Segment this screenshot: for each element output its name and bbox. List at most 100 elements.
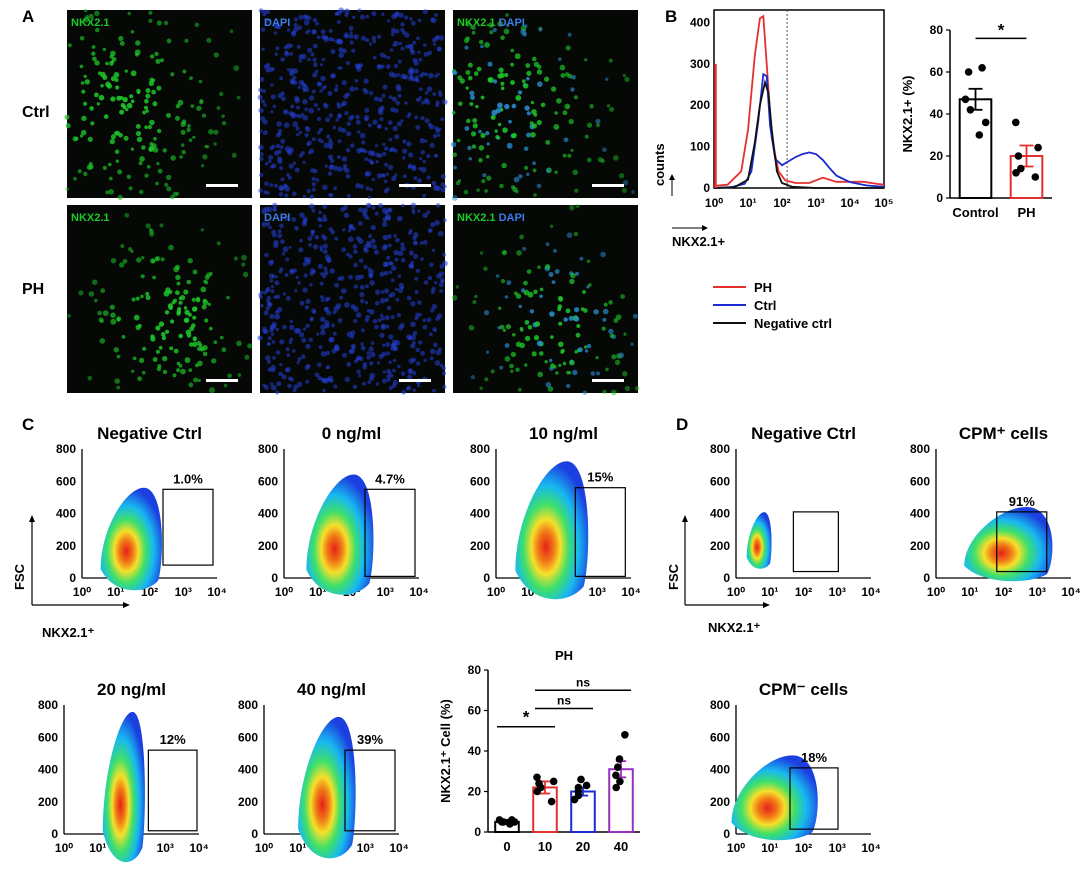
y-tick-label: 200: [238, 795, 258, 809]
flow-plot-title: Negative Ctrl: [97, 424, 202, 443]
channel-label: DAPI: [264, 17, 290, 29]
x-tick-label: 10⁰: [927, 585, 945, 599]
flow-plot-title: 10 ng/ml: [529, 424, 598, 443]
x-tick-label: 10⁴: [189, 841, 208, 855]
series-line: [713, 14, 885, 187]
y-tick-label: 100: [690, 140, 710, 154]
gate-box: [996, 511, 1048, 573]
panel-label-c: C: [22, 415, 34, 434]
y-tick-label: 600: [56, 474, 76, 488]
flow-plot-title: CPM⁻ cells: [759, 680, 848, 699]
x-tick-label: 10³: [357, 841, 374, 855]
y-tick-label: 0: [936, 191, 943, 205]
y-tick-label: 60: [930, 65, 944, 79]
y-tick-label: 600: [910, 474, 930, 488]
data-point: [612, 783, 620, 792]
micrograph-tile: NKX2.1 DAPI: [450, 10, 638, 201]
x-tick-label: 10: [538, 839, 552, 854]
x-tick-label: 10³: [829, 841, 846, 855]
y-tick-label: 600: [38, 730, 58, 744]
density-cloud: [746, 512, 772, 569]
x-tick-label: 10¹: [289, 841, 306, 855]
legend-label: Negative ctrl: [754, 316, 832, 331]
data-point: [975, 131, 984, 139]
data-point: [966, 106, 975, 114]
data-point: [535, 779, 543, 788]
x-tick-label: 10³: [1029, 585, 1046, 599]
x-tick-label: 10¹: [761, 585, 778, 599]
y-tick-label: 600: [710, 474, 730, 488]
channel-label: NKX2.1 DAPI: [457, 212, 525, 224]
x-tick-label: 10³: [157, 841, 174, 855]
arrow-head-icon: [763, 602, 770, 608]
y-tick-label: 300: [690, 57, 710, 71]
micrograph-tile: NKX2.1 DAPI: [451, 204, 640, 396]
bar-chart-b: 0 20 40 60 80 NKX2.1+ (%) Control PH *: [900, 20, 1052, 220]
data-point: [498, 818, 506, 826]
y-axis-label: NKX2.1+ (%): [900, 76, 915, 153]
y-tick-label: 600: [710, 730, 730, 744]
x-axis-label: NKX2.1⁺: [42, 625, 95, 640]
data-point: [615, 755, 624, 763]
data-point: [1012, 118, 1020, 127]
x-tick-label: 10³: [589, 585, 606, 599]
data-point: [508, 816, 516, 824]
x-tick-label: 10⁴: [861, 841, 880, 855]
flow-plots-d: Negative Ctrl 0 200 400 600 800 10⁰ 10¹ 10² 10³ 10…: [666, 424, 1080, 855]
histogram-chart: 0 100 200 300 400 10⁰ 10¹ 10² 10³ 10⁴ 10⁵ counts NKX…: [652, 9, 893, 249]
x-tick-label: 10¹: [739, 196, 756, 210]
flow-plot-title: 20 ng/ml: [97, 680, 166, 699]
data-point: [978, 64, 986, 72]
y-tick-label: 800: [470, 442, 490, 456]
data-point: [964, 68, 973, 76]
x-tick-label: 10¹: [89, 841, 106, 855]
micrograph-tile: DAPI: [257, 202, 448, 395]
data-point: [1031, 173, 1040, 181]
y-tick-label: 200: [258, 539, 278, 553]
density-cloud: [515, 461, 589, 600]
x-tick-label: 10⁰: [727, 841, 745, 855]
x-tick-label: 10¹: [107, 585, 124, 599]
y-tick-label: 0: [703, 181, 710, 195]
y-axis-label: NKX2.1⁺ Cell (%): [438, 699, 453, 803]
x-tick-label: 10⁴: [1061, 585, 1080, 599]
panel-label-a: A: [22, 7, 34, 26]
data-point: [1014, 152, 1023, 160]
row-label-ph: PH: [22, 281, 44, 298]
x-tick-label: 10⁴: [840, 196, 859, 210]
x-tick-label: 10⁰: [255, 841, 273, 855]
y-tick-label: 800: [238, 698, 258, 712]
x-tick-label: 0: [503, 839, 510, 854]
data-point: [961, 95, 970, 104]
y-tick-label: 400: [238, 763, 258, 777]
gate-percentage: 91%: [1009, 494, 1035, 509]
data-point: [533, 773, 541, 782]
y-tick-label: 400: [910, 507, 930, 521]
x-tick-label: 10¹: [309, 585, 326, 599]
arrow-head-icon: [702, 225, 708, 231]
y-tick-label: 40: [930, 107, 944, 121]
channel-label: NKX2.1: [71, 212, 110, 224]
legend-label: Ctrl: [754, 298, 776, 313]
flow-plot-title: CPM⁺ cells: [959, 424, 1048, 443]
y-tick-label: 200: [710, 795, 730, 809]
gate-percentage: 18%: [801, 750, 827, 765]
density-cloud: [964, 506, 1053, 582]
gate-percentage: 12%: [160, 732, 186, 747]
arrow-head-icon: [669, 174, 675, 180]
flow-plot-title: 40 ng/ml: [297, 680, 366, 699]
y-axis-label: counts: [652, 143, 667, 186]
y-tick-label: 0: [271, 571, 278, 585]
x-tick-label: 10⁰: [275, 585, 293, 599]
arrow-head-icon: [123, 602, 130, 608]
data-point: [577, 775, 585, 784]
y-tick-label: 0: [723, 571, 730, 585]
x-tick-label: 10¹: [961, 585, 978, 599]
gate-box: [147, 749, 198, 832]
significance-label: ns: [576, 675, 590, 689]
bar: [958, 98, 993, 199]
y-tick-label: 600: [238, 730, 258, 744]
